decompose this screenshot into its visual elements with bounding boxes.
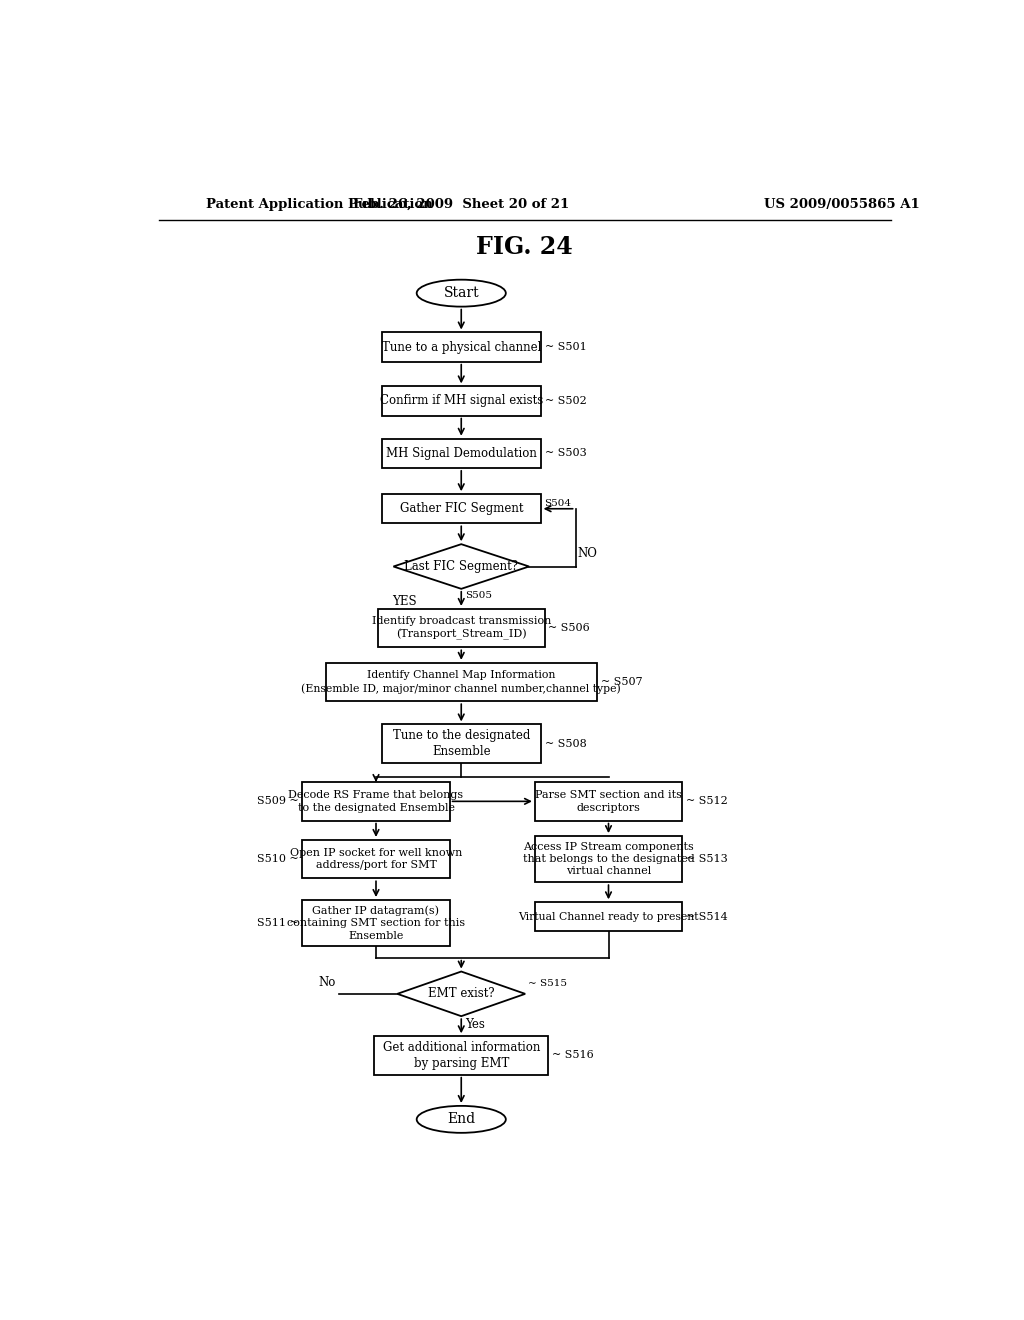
Ellipse shape — [417, 280, 506, 306]
Bar — [382, 387, 541, 416]
Text: Feb. 26, 2009  Sheet 20 of 21: Feb. 26, 2009 Sheet 20 of 21 — [353, 198, 569, 211]
Text: S510 ~: S510 ~ — [257, 854, 299, 865]
Bar — [382, 494, 541, 524]
Text: ~ S508: ~ S508 — [545, 739, 587, 748]
Text: Confirm if MH signal exists: Confirm if MH signal exists — [380, 395, 543, 408]
Text: Start: Start — [443, 286, 479, 300]
Text: FIG. 24: FIG. 24 — [476, 235, 573, 259]
Text: ~ S516: ~ S516 — [552, 1051, 594, 1060]
Text: NO: NO — [578, 548, 598, 560]
Text: Last FIC Segment?: Last FIC Segment? — [404, 560, 518, 573]
Text: ~ S506: ~ S506 — [549, 623, 590, 634]
Text: S509 ~: S509 ~ — [257, 796, 299, 807]
Text: Open IP socket for well known
address/port for SMT: Open IP socket for well known address/po… — [290, 847, 462, 870]
Text: ~ S515: ~ S515 — [528, 978, 567, 987]
Polygon shape — [397, 972, 525, 1016]
Bar — [535, 903, 682, 932]
Text: Decode RS Frame that belongs
to the designated Ensemble: Decode RS Frame that belongs to the desi… — [289, 791, 464, 813]
Bar — [382, 438, 541, 469]
Bar — [302, 840, 450, 878]
Text: No: No — [318, 977, 336, 989]
Bar — [326, 663, 597, 701]
Text: Identify broadcast transmission
(Transport_Stream_ID): Identify broadcast transmission (Transpo… — [372, 616, 551, 640]
Text: ~ S502: ~ S502 — [545, 396, 587, 407]
Bar — [535, 781, 682, 821]
Text: S504: S504 — [544, 499, 570, 508]
Text: End: End — [447, 1113, 475, 1126]
Text: ~ S512: ~ S512 — [686, 796, 728, 807]
Bar — [302, 900, 450, 946]
Text: US 2009/0055865 A1: US 2009/0055865 A1 — [764, 198, 920, 211]
Bar — [382, 333, 541, 362]
Ellipse shape — [417, 1106, 506, 1133]
Text: S505: S505 — [465, 591, 493, 601]
Text: ~ S514: ~ S514 — [686, 912, 728, 921]
Polygon shape — [393, 544, 529, 589]
Text: EMT exist?: EMT exist? — [428, 987, 495, 1001]
Text: Tune to a physical channel: Tune to a physical channel — [382, 341, 541, 354]
Text: Access IP Stream components
that belongs to the designated
virtual channel: Access IP Stream components that belongs… — [522, 842, 694, 876]
Text: MH Signal Demodulation: MH Signal Demodulation — [386, 446, 537, 459]
Text: Parse SMT section and its
descriptors: Parse SMT section and its descriptors — [536, 791, 682, 813]
Bar — [535, 836, 682, 882]
Text: Gather FIC Segment: Gather FIC Segment — [399, 502, 523, 515]
Text: ~ S503: ~ S503 — [545, 449, 587, 458]
Text: Tune to the designated
Ensemble: Tune to the designated Ensemble — [392, 729, 530, 758]
Bar — [378, 609, 545, 647]
Text: ~ S513: ~ S513 — [686, 854, 728, 865]
Text: Yes: Yes — [465, 1019, 485, 1031]
Text: Get additional information
by parsing EMT: Get additional information by parsing EM… — [383, 1041, 540, 1071]
Text: S511 ~: S511 ~ — [257, 917, 299, 928]
Bar — [374, 1036, 549, 1074]
Text: Virtual Channel ready to present: Virtual Channel ready to present — [518, 912, 698, 921]
Text: Gather IP datagram(s)
containing SMT section for this
Ensemble: Gather IP datagram(s) containing SMT sec… — [287, 906, 465, 941]
Text: Patent Application Publication: Patent Application Publication — [206, 198, 432, 211]
Bar — [382, 725, 541, 763]
Text: ~ S507: ~ S507 — [601, 677, 642, 686]
Text: Identify Channel Map Information
(Ensemble ID, major/minor channel number,channe: Identify Channel Map Information (Ensemb… — [301, 671, 622, 693]
Text: ~ S501: ~ S501 — [545, 342, 587, 352]
Bar — [302, 781, 450, 821]
Text: YES: YES — [392, 595, 417, 609]
